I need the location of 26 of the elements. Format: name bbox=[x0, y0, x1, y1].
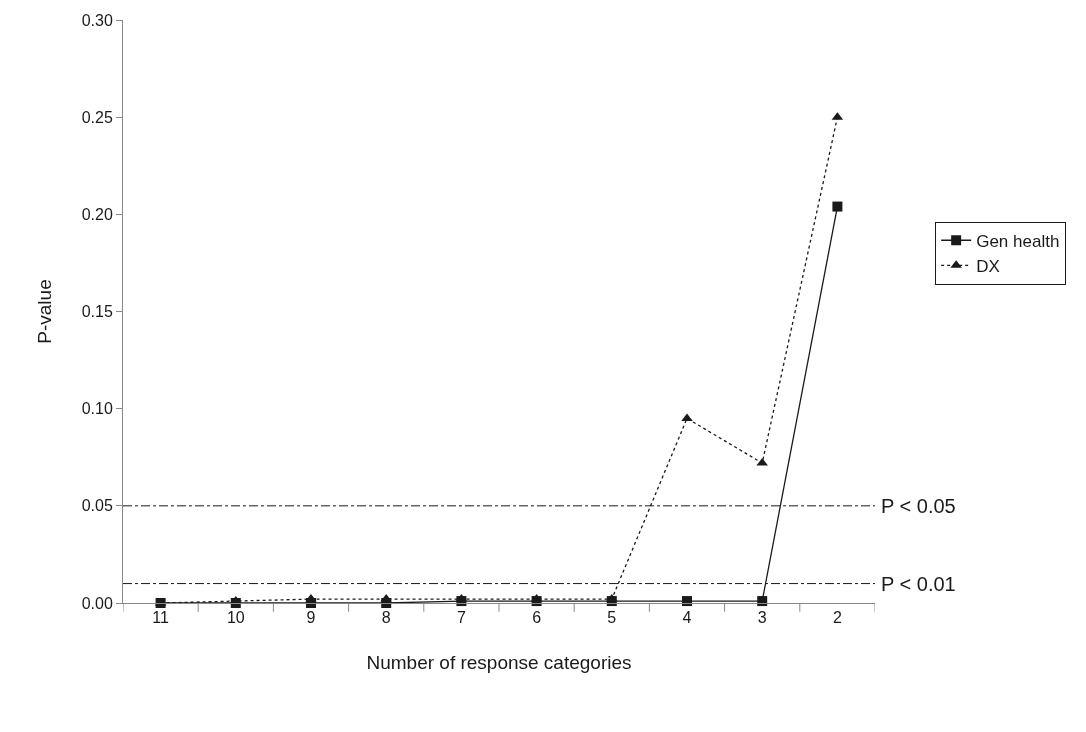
x-tick-label: 4 bbox=[682, 609, 692, 627]
y-tick-label: 0.15 bbox=[81, 303, 113, 321]
y-tick-label: 0.25 bbox=[81, 108, 113, 126]
x-tick-label: 2 bbox=[832, 609, 842, 627]
y-tick-label: 0.10 bbox=[81, 400, 113, 418]
x-tick-label: 5 bbox=[607, 609, 617, 627]
y-axis-title: P-value bbox=[33, 279, 55, 344]
point bbox=[832, 201, 843, 212]
x-tick-label: 11 bbox=[152, 609, 170, 627]
ref-line-label: P < 0.01 bbox=[881, 573, 956, 595]
ref-line-label: P < 0.05 bbox=[881, 495, 956, 517]
x-tick-label: 6 bbox=[532, 609, 542, 627]
y-tick-label: 0.00 bbox=[81, 594, 113, 612]
point bbox=[757, 596, 768, 607]
legend-label: Gen health bbox=[976, 231, 1060, 251]
y-tick-label: 0.20 bbox=[81, 205, 113, 223]
legend-label: DX bbox=[976, 256, 1000, 276]
x-tick-label: 9 bbox=[306, 609, 316, 627]
x-axis-title: Number of response categories bbox=[366, 652, 632, 673]
y-tick-label: 0.05 bbox=[81, 497, 113, 515]
x-tick-label: 3 bbox=[757, 609, 767, 627]
x-tick-label: 10 bbox=[226, 609, 245, 627]
x-tick-label: 7 bbox=[456, 609, 466, 627]
y-tick-label: 0.30 bbox=[81, 11, 113, 29]
point bbox=[682, 596, 692, 607]
x-tick-label: 8 bbox=[381, 609, 391, 627]
